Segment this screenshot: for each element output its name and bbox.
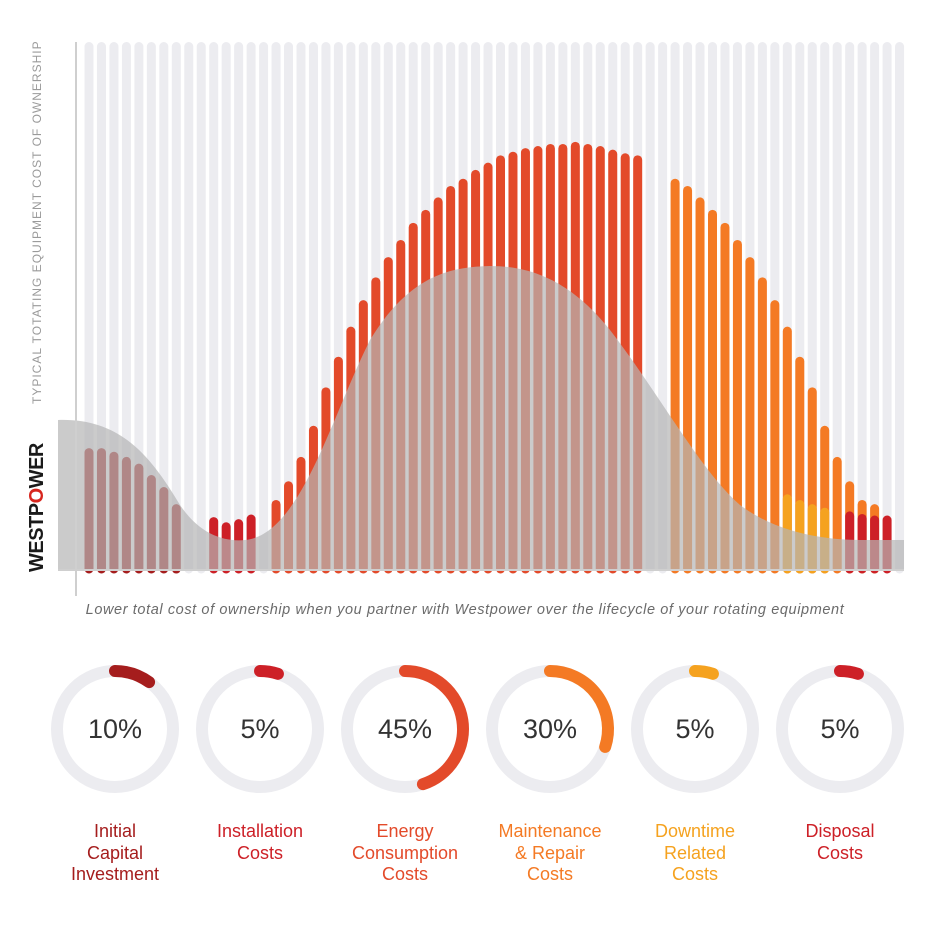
category-label: Disposal Costs: [760, 821, 920, 864]
logo-part-2: WER: [26, 443, 48, 489]
category-label-line: Consumption: [351, 842, 459, 863]
background-column: [271, 42, 281, 574]
background-column: [857, 42, 867, 574]
y-axis-label: TYPICAL TOTATING EQUIPMENT COST OF OWNER…: [30, 40, 44, 404]
bar-group-4-item-6: [732, 239, 742, 574]
donut-5: 5%: [628, 662, 762, 796]
category-label-line: Related: [663, 842, 727, 863]
donut-4: 30%: [483, 662, 617, 796]
background-column: [196, 42, 206, 574]
donut-arc: [399, 665, 469, 791]
background-column: [882, 42, 892, 574]
background-column: [209, 42, 219, 574]
logo-part-o: O: [26, 488, 48, 504]
bar-group-4-item-8: [757, 277, 767, 574]
background-column: [146, 42, 156, 574]
donut-ring: [776, 665, 904, 793]
category-label: Energy Consumption Costs: [325, 821, 485, 886]
category-label: Installation Costs: [180, 821, 340, 864]
donut-value-label: 30%: [522, 714, 578, 744]
donut-value-label: 45%: [377, 714, 433, 744]
category-label-line: Costs: [671, 864, 718, 884]
donut-ring: [486, 665, 614, 793]
donut-ring: [196, 665, 324, 793]
category-label-line: Maintenance: [498, 821, 602, 841]
donut-value-label: 5%: [675, 714, 715, 744]
bar-group-4-item-7: [745, 257, 755, 574]
westpower-logo: WESTPOWER: [26, 443, 49, 572]
donut-value-label: 10%: [87, 714, 143, 744]
category-label-line: Costs: [816, 842, 863, 863]
background-column: [895, 42, 905, 574]
total-cost-area: [58, 266, 904, 569]
category-label: Downtime Related Costs: [615, 821, 775, 886]
background-column: [134, 42, 144, 574]
donut-value-label: 5%: [240, 714, 280, 744]
bar-group-4-item-5: [720, 222, 730, 574]
donut-arc: [254, 665, 284, 680]
donut-arc: [544, 665, 614, 753]
category-label-line: Disposal: [805, 821, 875, 841]
category-label-line: Costs: [381, 864, 428, 884]
background-column: [870, 42, 880, 574]
background-column: [832, 42, 842, 574]
donut-arc: [109, 665, 156, 689]
logo-part-1: WESTP: [26, 503, 48, 572]
background-column: [184, 42, 194, 574]
background-column: [246, 42, 256, 574]
category-label-line: Initial: [93, 821, 137, 841]
category-label-line: Energy: [376, 821, 434, 841]
cost-lifecycle-chart: [58, 42, 905, 596]
donut-ring: [341, 665, 469, 793]
category-label-line: Investment: [70, 864, 160, 884]
category-label-line: & Repair: [514, 842, 586, 863]
donut-arc: [689, 665, 719, 680]
donut-value-label: 5%: [820, 714, 860, 744]
background-column: [171, 42, 181, 574]
donut-ring: [631, 665, 759, 793]
donut-arc: [834, 665, 864, 680]
category-label-line: Downtime: [654, 821, 736, 841]
bar-group-4-item-9: [770, 300, 780, 574]
category-label-line: Costs: [526, 864, 573, 884]
donut-6: 5%: [773, 662, 907, 796]
donut-1: 10%: [48, 662, 182, 796]
donut-2: 5%: [193, 662, 327, 796]
background-column: [159, 42, 169, 574]
category-label-line: Capital: [86, 842, 144, 863]
category-label: Maintenance & Repair Costs: [470, 821, 630, 886]
background-column: [845, 42, 855, 574]
background-column: [259, 42, 269, 574]
category-label-line: Installation: [216, 821, 304, 841]
baseline: [58, 569, 904, 571]
background-column: [221, 42, 231, 574]
chart-caption: Lower total cost of ownership when you p…: [85, 602, 845, 618]
donut-ring: [51, 665, 179, 793]
background-column: [234, 42, 244, 574]
background-column: [296, 42, 306, 574]
category-label: Initial Capital Investment: [35, 821, 195, 886]
category-label-line: Costs: [236, 842, 283, 863]
donut-3: 45%: [338, 662, 472, 796]
background-column: [284, 42, 294, 574]
y-axis-line: [75, 42, 77, 596]
